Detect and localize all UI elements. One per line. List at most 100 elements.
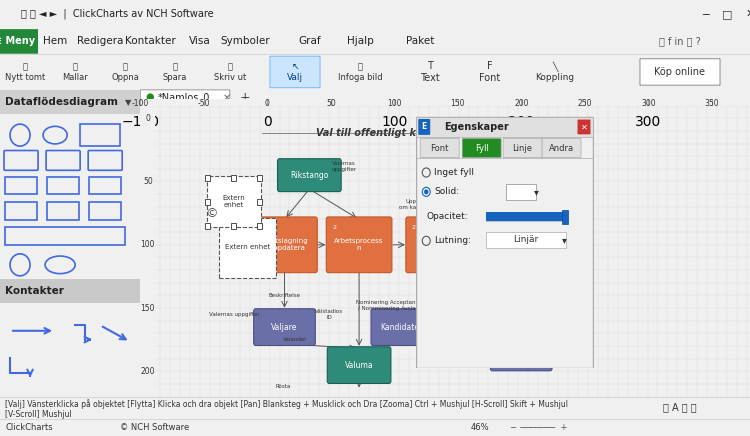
Text: Nominerade
kandidater: Nominerade kandidater bbox=[457, 169, 500, 182]
Text: 0: 0 bbox=[146, 114, 150, 123]
Text: 200: 200 bbox=[514, 99, 529, 108]
Text: ─: ─ bbox=[702, 9, 708, 19]
Text: © NCH Software: © NCH Software bbox=[120, 423, 189, 432]
Text: Symboler: Symboler bbox=[220, 37, 270, 46]
Bar bbox=[231, 223, 236, 229]
Text: Lata over
välda
kandidater: Lata over välda kandidater bbox=[553, 306, 583, 323]
Circle shape bbox=[424, 189, 428, 194]
Text: ✕: ✕ bbox=[223, 92, 231, 102]
Text: Graf: Graf bbox=[298, 37, 321, 46]
Bar bbox=[486, 212, 564, 221]
FancyBboxPatch shape bbox=[371, 309, 433, 345]
Text: 150: 150 bbox=[451, 99, 465, 108]
Bar bbox=[47, 202, 80, 220]
Bar bbox=[206, 223, 211, 229]
Text: 0: 0 bbox=[265, 99, 270, 108]
Text: 50: 50 bbox=[142, 177, 153, 186]
Text: Valernas uppgifter: Valernas uppgifter bbox=[209, 312, 260, 317]
Text: Kontakter: Kontakter bbox=[124, 37, 176, 46]
Text: Arbetslagning
i Uppdatera: Arbetslagning i Uppdatera bbox=[260, 238, 309, 251]
Bar bbox=[206, 198, 211, 205]
FancyBboxPatch shape bbox=[489, 217, 548, 272]
Text: 📋
Mallar: 📋 Mallar bbox=[62, 62, 88, 82]
Text: Val till offentligt kansli: Val till offentligt kansli bbox=[316, 128, 442, 138]
Text: E: E bbox=[422, 123, 427, 131]
Text: Andra: Andra bbox=[549, 143, 574, 153]
Text: Kandidater: Kandidater bbox=[381, 323, 423, 332]
Text: ✕: ✕ bbox=[580, 123, 587, 131]
Text: 2: 2 bbox=[495, 225, 499, 229]
Text: 250: 250 bbox=[578, 99, 592, 108]
FancyBboxPatch shape bbox=[252, 217, 317, 272]
Bar bbox=[80, 124, 120, 146]
Text: 100: 100 bbox=[387, 99, 401, 108]
FancyBboxPatch shape bbox=[578, 119, 590, 134]
FancyBboxPatch shape bbox=[270, 56, 320, 88]
Text: Solid:: Solid: bbox=[434, 187, 459, 196]
Text: ●: ● bbox=[146, 92, 154, 102]
Text: Hem: Hem bbox=[43, 37, 68, 46]
Text: Kontakter: Kontakter bbox=[5, 286, 64, 296]
Text: 📂
Oppna: 📂 Oppna bbox=[111, 62, 139, 82]
Bar bbox=[416, 117, 593, 137]
Text: ─  ───────  +: ─ ─────── + bbox=[510, 423, 567, 432]
Text: 50: 50 bbox=[326, 99, 336, 108]
Text: Kandidatera: Kandidatera bbox=[491, 164, 525, 169]
FancyBboxPatch shape bbox=[486, 232, 566, 248]
Text: ©: © bbox=[206, 207, 218, 220]
Bar bbox=[231, 174, 236, 181]
Text: ≡ Meny ▾: ≡ Meny ▾ bbox=[0, 37, 44, 46]
Text: 🖫 🖫 ◄ ►  |  ClickCharts av NCH Software: 🖫 🖫 ◄ ► | ClickCharts av NCH Software bbox=[21, 9, 214, 20]
Text: ╲
Koppling: ╲ Koppling bbox=[536, 61, 574, 82]
Text: Resultat: Resultat bbox=[503, 240, 534, 249]
Text: Redigera: Redigera bbox=[76, 37, 123, 46]
Bar bbox=[562, 210, 568, 224]
Text: F
Font: F Font bbox=[479, 61, 501, 83]
FancyBboxPatch shape bbox=[207, 177, 260, 227]
FancyBboxPatch shape bbox=[490, 334, 552, 371]
Bar bbox=[5, 202, 37, 220]
Text: [Valj] Vänsterklicka på objektet [Flytta] Klicka och dra objekt [Pan] Blanksteg : [Valj] Vänsterklicka på objektet [Flytta… bbox=[5, 399, 568, 409]
FancyBboxPatch shape bbox=[219, 218, 275, 278]
FancyBboxPatch shape bbox=[420, 138, 459, 158]
Text: ClickCharts: ClickCharts bbox=[5, 423, 52, 432]
Text: Extern enhet: Extern enhet bbox=[224, 244, 270, 250]
FancyBboxPatch shape bbox=[278, 159, 341, 191]
Text: 46%: 46% bbox=[471, 423, 489, 432]
FancyBboxPatch shape bbox=[0, 90, 140, 114]
Text: Paket: Paket bbox=[406, 37, 434, 46]
Text: Inget fyll: Inget fyll bbox=[434, 168, 474, 177]
Text: 2: 2 bbox=[332, 225, 336, 229]
Text: Uppgifter om
kandidatera: Uppgifter om kandidatera bbox=[535, 199, 572, 210]
Text: ▾: ▾ bbox=[562, 235, 566, 245]
Text: 🖼
Infoga bild: 🖼 Infoga bild bbox=[338, 62, 382, 82]
Text: 📄
Nytt tomt: 📄 Nytt tomt bbox=[4, 62, 45, 82]
Text: 🔍 A 👁 🔒: 🔍 A 👁 🔒 bbox=[663, 403, 697, 412]
Text: Nominering Acceptanse
/ Nomminering Avslag: Nominering Acceptanse / Nomminering Avsl… bbox=[356, 300, 422, 311]
FancyBboxPatch shape bbox=[0, 29, 38, 54]
Text: Valuma: Valuma bbox=[345, 361, 374, 370]
Text: Linje: Linje bbox=[512, 143, 532, 153]
Text: 150: 150 bbox=[140, 303, 155, 313]
Text: Fyll: Fyll bbox=[475, 143, 488, 153]
Text: Font: Font bbox=[430, 143, 449, 153]
Bar bbox=[5, 228, 125, 245]
Text: ✕: ✕ bbox=[746, 9, 750, 19]
Bar bbox=[257, 198, 262, 205]
Text: [V-Scroll] Mushjul: [V-Scroll] Mushjul bbox=[5, 410, 72, 419]
Text: ↖
Valj: ↖ Valj bbox=[287, 62, 303, 82]
Text: □: □ bbox=[722, 9, 733, 19]
FancyBboxPatch shape bbox=[462, 138, 501, 158]
FancyBboxPatch shape bbox=[326, 217, 392, 272]
Text: Kandidat
Nomminering: Kandidat Nomminering bbox=[415, 238, 463, 251]
FancyBboxPatch shape bbox=[506, 184, 536, 200]
Text: Rikstango: Rikstango bbox=[290, 170, 328, 180]
Text: 200: 200 bbox=[140, 367, 155, 376]
Text: Välstadios
ID: Välstadios ID bbox=[315, 309, 344, 320]
Bar bbox=[257, 223, 262, 229]
Text: Rösta: Rösta bbox=[276, 384, 291, 389]
FancyBboxPatch shape bbox=[503, 138, 542, 158]
FancyBboxPatch shape bbox=[442, 159, 515, 191]
FancyBboxPatch shape bbox=[640, 59, 720, 85]
Text: 2: 2 bbox=[412, 225, 416, 229]
